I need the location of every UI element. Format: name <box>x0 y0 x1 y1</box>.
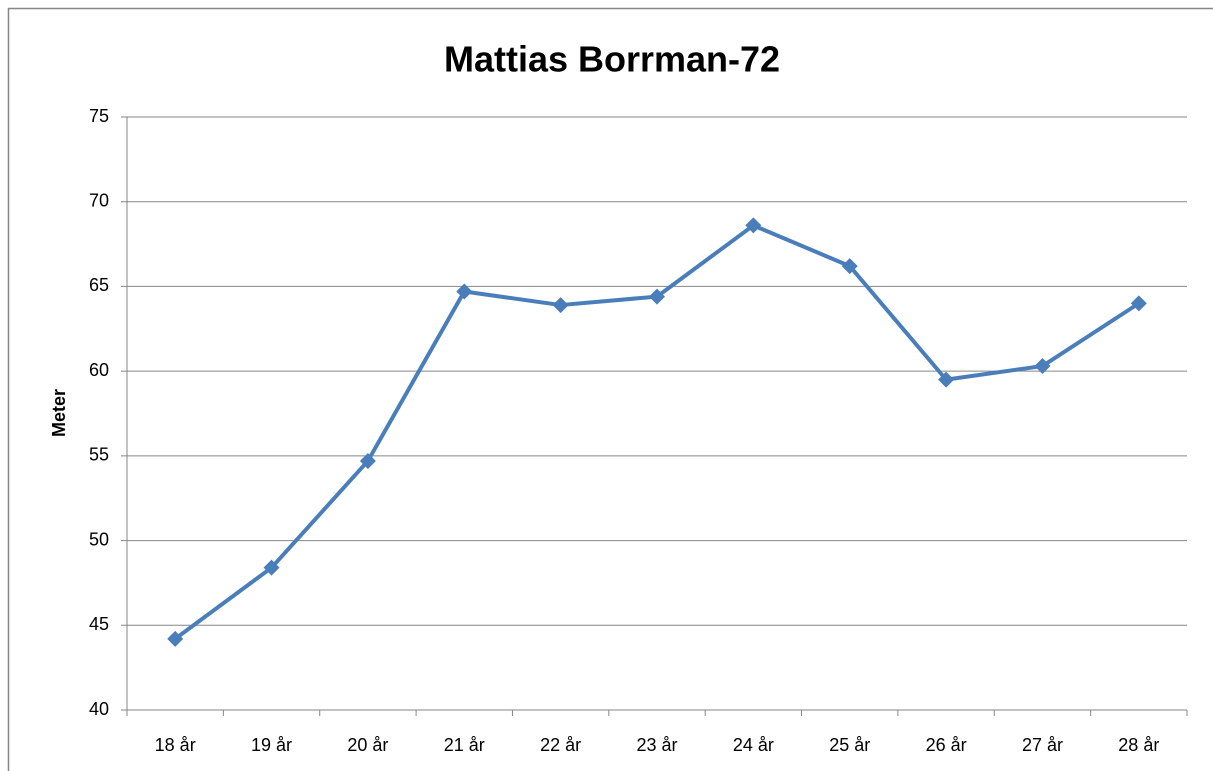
data-point <box>359 452 376 469</box>
x-tick-label: 23 år <box>636 735 677 755</box>
chart-border <box>7 7 1213 771</box>
x-tick-label: 21 år <box>444 735 485 755</box>
data-point <box>263 559 280 576</box>
x-tick-label: 18 år <box>155 735 196 755</box>
data-point <box>938 371 955 388</box>
data-point <box>1130 295 1147 312</box>
y-tick-label: 50 <box>89 529 109 549</box>
y-tick-label: 40 <box>89 699 109 719</box>
y-tick-label: 75 <box>89 106 109 126</box>
data-point <box>649 288 665 305</box>
data-point <box>552 297 569 314</box>
y-tick-label: 70 <box>89 190 109 210</box>
x-tick-label: 26 år <box>926 735 967 755</box>
y-tick-label: 55 <box>89 445 109 465</box>
x-tick-label: 19 år <box>251 735 292 755</box>
x-tick-label: 24 år <box>733 735 774 755</box>
x-tick-label: 20 år <box>347 735 388 755</box>
x-tick-label: 22 år <box>540 735 581 755</box>
data-point <box>456 283 473 300</box>
y-tick-label: 60 <box>89 360 109 380</box>
data-point <box>167 630 184 647</box>
chart-title: Mattias Borrman-72 <box>444 39 780 80</box>
data-point <box>1034 358 1051 375</box>
y-tick-label: 45 <box>89 614 109 634</box>
x-tick-label: 25 år <box>829 735 870 755</box>
data-point <box>841 258 858 275</box>
y-axis-label: Meter <box>49 389 69 437</box>
data-point <box>745 217 762 234</box>
y-tick-label: 65 <box>89 275 109 295</box>
x-tick-label: 27 år <box>1022 735 1063 755</box>
x-tick-label: 28 år <box>1118 735 1159 755</box>
